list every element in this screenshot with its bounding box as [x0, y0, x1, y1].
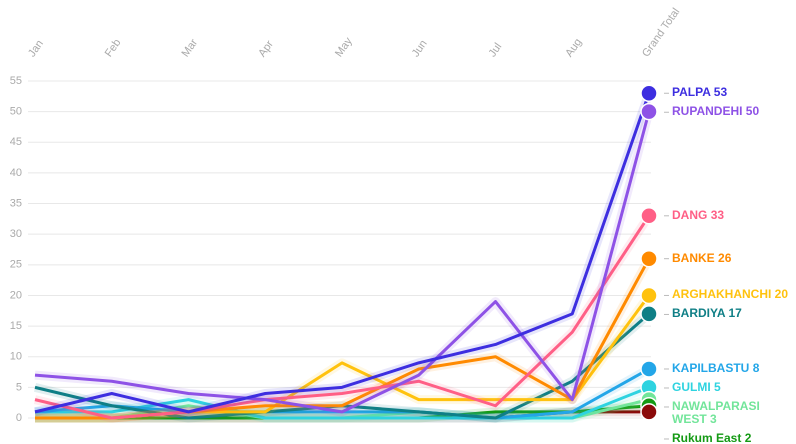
series-label: BARDIYA 17 — [672, 307, 790, 320]
x-tick-label: Aug — [563, 36, 584, 59]
series-total: 2 — [744, 430, 752, 444]
series-total: 20 — [774, 287, 789, 302]
series-name: PALPA — [672, 85, 711, 100]
series-label: RUPANDEHI 50 — [672, 105, 790, 118]
y-tick-label: 5 — [16, 381, 22, 393]
x-tick-label: Jun — [410, 38, 430, 59]
y-tick-label: 15 — [10, 320, 22, 332]
end-dot — [640, 102, 658, 121]
series-total: 5 — [714, 379, 721, 394]
x-tick-label: Feb — [103, 37, 124, 59]
series-total: 53 — [713, 85, 728, 100]
series-name: Rukum East — [672, 430, 742, 444]
series-total: 8 — [752, 360, 760, 375]
y-tick-label: 30 — [10, 228, 22, 240]
series-total: 33 — [710, 207, 725, 222]
series-label: NAWALPARASI WEST 3 — [672, 398, 790, 426]
series-total: 17 — [728, 306, 742, 321]
series-name: BANKE — [672, 250, 715, 265]
series-line — [34, 92, 651, 414]
end-dot — [640, 207, 658, 225]
end-dot — [640, 249, 658, 268]
series-label: ARGHAKHANCHI 20 — [672, 288, 790, 301]
series-line — [34, 111, 651, 414]
series-name: GULMI — [672, 379, 711, 394]
y-tick-label: 20 — [10, 289, 22, 301]
y-tick-label: 0 — [16, 412, 22, 424]
series-label: Rukum East 2 — [672, 430, 790, 444]
series-label: KAPILBASTU 8 — [672, 360, 790, 375]
series-label: PALPA 53 — [672, 86, 790, 99]
end-dot — [640, 84, 658, 103]
series-name: BARDIYA — [672, 306, 726, 321]
end-dot — [640, 360, 658, 378]
y-tick-label: 45 — [10, 136, 22, 148]
series-name: ARGHAKHANCHI — [672, 287, 772, 302]
x-tick-label: May — [333, 35, 355, 59]
y-tick-label: 25 — [10, 259, 22, 271]
series-name: KAPILBASTU — [672, 360, 750, 375]
end-dot — [640, 305, 658, 323]
series-name: DANG — [672, 207, 708, 222]
series-label: BANKE 26 — [672, 250, 790, 265]
x-tick-label: Apr — [256, 38, 276, 59]
end-dot — [640, 403, 658, 421]
x-tick-label: Jul — [487, 41, 505, 59]
x-tick-label: Jan — [26, 38, 46, 59]
y-tick-label: 55 — [10, 75, 22, 87]
series-name: NAWALPARASI WEST — [672, 398, 760, 426]
series-name: RUPANDEHI — [672, 104, 743, 119]
y-tick-label: 10 — [10, 351, 22, 363]
x-tick-label: Mar — [180, 37, 201, 60]
y-tick-label: 35 — [10, 197, 22, 209]
series-label: DANG 33 — [672, 207, 790, 222]
x-tick-label: Grand Total — [640, 6, 682, 59]
end-dot — [640, 286, 658, 305]
series-total: 50 — [745, 104, 760, 119]
y-tick-label: 50 — [10, 106, 22, 118]
y-tick-label: 40 — [10, 167, 22, 179]
series-total: 26 — [718, 250, 732, 265]
series-line — [34, 214, 651, 420]
series-label: GULMI 5 — [672, 379, 790, 394]
series-total: 3 — [710, 411, 717, 426]
